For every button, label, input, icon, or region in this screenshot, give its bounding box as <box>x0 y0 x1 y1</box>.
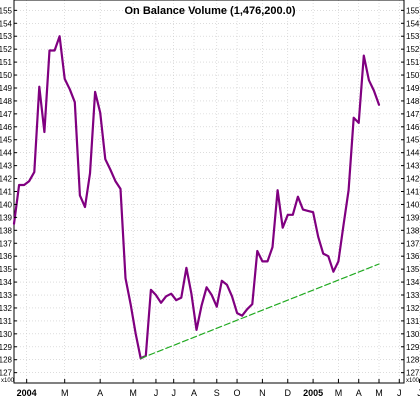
y-tick-label-right-147: 147 <box>406 110 420 119</box>
y-tick-label-left-140: 140 <box>0 200 13 209</box>
y-tick-label-right-137: 137 <box>406 239 420 248</box>
x-tick-label-2: A <box>97 388 103 398</box>
x-tick-label-11: 2005 <box>303 388 323 398</box>
y-tick-label-left-136: 136 <box>0 252 13 261</box>
y-tick-label-left-132: 132 <box>0 304 13 313</box>
y-tick-label-left-151: 151 <box>0 58 13 67</box>
y-tick-label-left-141: 141 <box>0 188 13 197</box>
y-tick-label-right-151: 151 <box>406 58 420 67</box>
y-tick-label-left-152: 152 <box>0 45 13 54</box>
y-tick-label-left-129: 129 <box>0 343 13 352</box>
y-tick-label-left-138: 138 <box>0 226 13 235</box>
y-tick-label-right-130: 130 <box>406 330 420 339</box>
y-tick-label-left-131: 131 <box>0 317 13 326</box>
y-tick-label-right-150: 150 <box>406 71 420 80</box>
x-tick-label-8: O <box>234 388 241 398</box>
y-tick-label-left-148: 148 <box>0 97 13 106</box>
x-tick-label-1: M <box>61 388 69 398</box>
x-tick-label-13: A <box>356 388 362 398</box>
x-tick-label-4: J <box>154 388 159 398</box>
x-tick-label-14: M <box>375 388 383 398</box>
x-tick-label-6: A <box>191 388 197 398</box>
vertical-gridlines <box>26 0 420 383</box>
x-axis: 2004MAMJJASOND2005MAMJJASOI <box>17 379 420 398</box>
y-tick-label-right-138: 138 <box>406 226 420 235</box>
y-tick-label-left-142: 142 <box>0 175 13 184</box>
series-layer <box>12 35 381 360</box>
y-tick-label-left-155: 155 <box>0 6 13 15</box>
y-tick-label-left-146: 146 <box>0 123 13 132</box>
unit-label-left: x100 <box>1 378 15 384</box>
y-tick-label-right-131: 131 <box>406 317 420 326</box>
y-tick-label-right-152: 152 <box>406 45 420 54</box>
x-tick-label-16: J <box>417 388 420 398</box>
y-tick-label-right-154: 154 <box>406 19 420 28</box>
y-tick-label-left-145: 145 <box>0 136 13 145</box>
y-tick-label-left-133: 133 <box>0 291 13 300</box>
x-tick-label-9: N <box>259 388 266 398</box>
y-tick-label-right-140: 140 <box>406 200 420 209</box>
y-tick-label-left-137: 137 <box>0 239 13 248</box>
y-tick-label-right-139: 139 <box>406 213 420 222</box>
y-tick-label-right-132: 132 <box>406 304 420 313</box>
y-tick-label-right-148: 148 <box>406 97 420 106</box>
y-tick-label-right-135: 135 <box>406 265 420 274</box>
y-tick-label-right-153: 153 <box>406 32 420 41</box>
y-tick-label-left-149: 149 <box>0 84 13 93</box>
y-tick-label-right-146: 146 <box>406 123 420 132</box>
unit-label-right: x100 <box>406 378 420 384</box>
chart-title: On Balance Volume (1,476,200.0) <box>125 5 296 17</box>
y-tick-label-left-135: 135 <box>0 265 13 274</box>
x-tick-label-10: D <box>285 388 292 398</box>
x-tick-label-3: M <box>129 388 137 398</box>
y-tick-label-right-145: 145 <box>406 136 420 145</box>
y-tick-label-left-150: 150 <box>0 71 13 80</box>
y-tick-label-left-147: 147 <box>0 110 13 119</box>
y-tick-label-right-127: 127 <box>406 369 420 378</box>
trendline <box>140 263 380 359</box>
y-tick-label-left-154: 154 <box>0 19 13 28</box>
y-tick-label-left-144: 144 <box>0 149 13 158</box>
y-tick-label-left-127: 127 <box>0 369 13 378</box>
x-tick-label-7: S <box>214 388 220 398</box>
y-tick-label-right-144: 144 <box>406 149 420 158</box>
y-tick-label-right-134: 134 <box>406 278 420 287</box>
y-tick-label-left-139: 139 <box>0 213 13 222</box>
y-axis-right: 127 128 129 130 131 132 133 134 135 136 137 138 139 1… <box>401 6 420 378</box>
obv-line <box>12 35 381 360</box>
y-tick-label-right-155: 155 <box>406 6 420 15</box>
horizontal-gridlines <box>14 10 404 373</box>
y-tick-label-right-149: 149 <box>406 84 420 93</box>
y-tick-label-left-143: 143 <box>0 162 13 171</box>
x-tick-label-15: J <box>397 388 402 398</box>
y-tick-label-right-133: 133 <box>406 291 420 300</box>
y-axis-left: 127 128 129 130 131 132 133 134 135 136 137 138 139 1… <box>0 6 17 378</box>
y-tick-label-right-136: 136 <box>406 252 420 261</box>
x-tick-label-5: J <box>171 388 176 398</box>
y-tick-label-right-143: 143 <box>406 162 420 171</box>
y-tick-label-left-153: 153 <box>0 32 13 41</box>
y-tick-label-left-130: 130 <box>0 330 13 339</box>
y-tick-label-right-141: 141 <box>406 188 420 197</box>
y-tick-label-right-142: 142 <box>406 175 420 184</box>
y-tick-label-right-128: 128 <box>406 356 420 365</box>
y-tick-label-left-134: 134 <box>0 278 13 287</box>
y-tick-label-left-128: 128 <box>0 356 13 365</box>
x-tick-label-12: M <box>335 388 343 398</box>
x-tick-label-0: 2004 <box>17 388 37 398</box>
y-tick-label-right-129: 129 <box>406 343 420 352</box>
